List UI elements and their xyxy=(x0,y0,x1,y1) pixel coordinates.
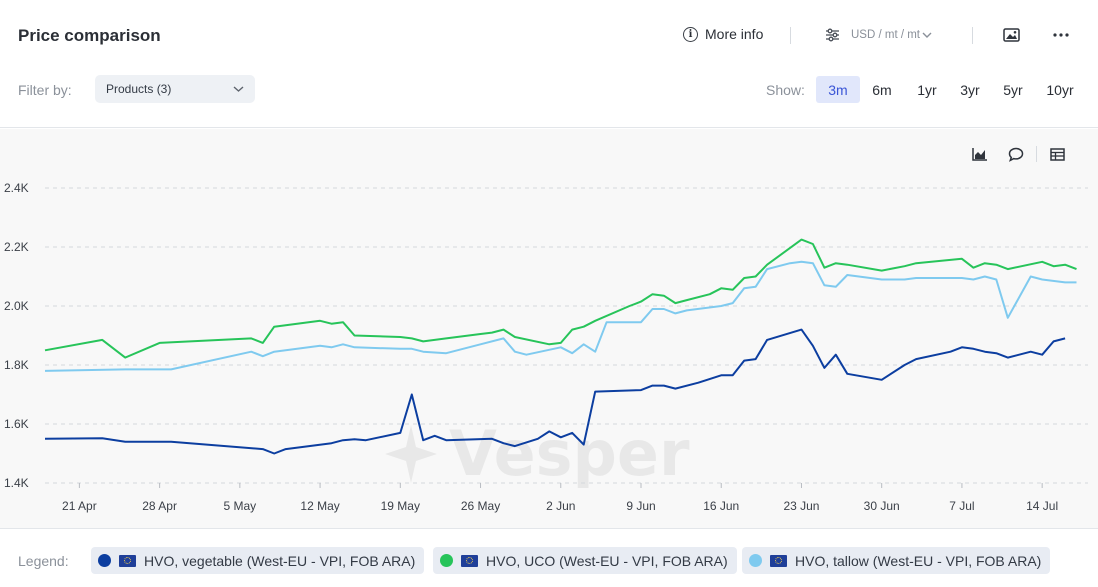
area-chart-icon xyxy=(972,148,987,161)
legend-item-label: HVO, vegetable (West-EU - VPI, FOB ARA) xyxy=(144,552,416,569)
series-color-dot xyxy=(98,554,111,567)
sliders-icon xyxy=(826,28,839,42)
products-filter-dropdown[interactable]: Products (3) xyxy=(95,75,255,103)
legend-item-hvo-uco[interactable]: HVO, UCO (West-EU - VPI, FOB ARA) xyxy=(433,547,737,574)
x-tick-label: 23 Jun xyxy=(783,499,819,513)
more-horizontal-icon xyxy=(1053,33,1069,37)
more-info-label: More info xyxy=(705,26,764,42)
x-tick-label: 21 Apr xyxy=(62,499,97,513)
divider xyxy=(1036,146,1037,162)
chart-header: Price comparison i More info USD / mt / … xyxy=(0,0,1098,128)
y-tick-label: 2.4K xyxy=(4,181,29,195)
series-line-hvo-uco xyxy=(44,238,1077,359)
range-3m-button[interactable]: 3m xyxy=(816,76,860,103)
y-tick-label: 2.0K xyxy=(4,299,29,313)
legend-label: Legend: xyxy=(18,553,69,569)
x-tick-label: 28 Apr xyxy=(142,499,177,513)
eu-flag-icon xyxy=(461,554,478,567)
series-line-hvo-vegetable xyxy=(44,328,1066,455)
units-selector[interactable]: USD / mt / mt xyxy=(825,28,932,42)
x-tick-label: 12 May xyxy=(300,499,339,513)
export-image-button[interactable] xyxy=(1000,25,1022,45)
price-line-chart: 1.4K 1.6K 1.8K 2.0K 2.2K 2.4K 21 Apr 28 Apr 5 Ma… xyxy=(4,181,1088,513)
divider xyxy=(790,27,791,44)
x-tick-label: 5 May xyxy=(224,499,257,513)
units-label: USD / mt / mt xyxy=(851,29,920,41)
image-icon xyxy=(1002,28,1020,42)
eu-flag-icon xyxy=(770,554,787,567)
x-tick-label: 26 May xyxy=(461,499,500,513)
legend-item-label: HVO, tallow (West-EU - VPI, FOB ARA) xyxy=(795,552,1042,569)
series-color-dot xyxy=(749,554,762,567)
divider xyxy=(972,27,973,44)
y-tick-label: 2.2K xyxy=(4,240,29,254)
y-tick-label: 1.4K xyxy=(4,476,29,490)
info-icon: i xyxy=(683,26,698,42)
filter-label: Filter by: xyxy=(18,82,72,98)
page-title: Price comparison xyxy=(18,26,161,45)
y-tick-label: 1.8K xyxy=(4,358,29,372)
x-tick-label: 9 Jun xyxy=(626,499,655,513)
range-10yr-button[interactable]: 10yr xyxy=(1046,81,1074,98)
x-tick-label: 14 Jul xyxy=(1026,499,1058,513)
chart-area: Vesper 1.4K 1.6K 1.8K 2.0K 2.2K 2.4K 21 Apr 28 … xyxy=(0,129,1098,528)
chevron-down-icon xyxy=(233,86,244,92)
more-info-button[interactable]: i More info xyxy=(683,26,763,42)
x-tick-label: 16 Jun xyxy=(703,499,739,513)
series-line-hvo-tallow xyxy=(44,260,1077,372)
legend-item-hvo-tallow[interactable]: HVO, tallow (West-EU - VPI, FOB ARA) xyxy=(742,547,1051,574)
table-view-button[interactable] xyxy=(1047,145,1067,163)
range-6m-button[interactable]: 6m xyxy=(872,81,892,98)
chevron-down-icon xyxy=(922,32,932,38)
range-3yr-button[interactable]: 3yr xyxy=(960,81,980,98)
x-tick-label: 30 Jun xyxy=(864,499,900,513)
legend-item-hvo-vegetable[interactable]: HVO, vegetable (West-EU - VPI, FOB ARA) xyxy=(91,547,425,574)
x-tick-label: 7 Jul xyxy=(949,499,974,513)
more-options-button[interactable] xyxy=(1050,25,1072,45)
legend-bar: Legend: HVO, vegetable (West-EU - VPI, F… xyxy=(0,528,1098,587)
table-icon xyxy=(1049,147,1065,161)
x-tick-label: 19 May xyxy=(381,499,420,513)
comment-icon xyxy=(1008,147,1024,162)
eu-flag-icon xyxy=(119,554,136,567)
products-filter-value: Products (3) xyxy=(106,82,172,96)
comments-button[interactable] xyxy=(1006,145,1026,163)
show-label: Show: xyxy=(766,82,805,98)
chart-type-button[interactable] xyxy=(970,145,990,163)
series-color-dot xyxy=(440,554,453,567)
range-5yr-button[interactable]: 5yr xyxy=(1003,81,1023,98)
legend-item-label: HVO, UCO (West-EU - VPI, FOB ARA) xyxy=(486,552,728,569)
range-1yr-button[interactable]: 1yr xyxy=(917,81,937,98)
y-tick-label: 1.6K xyxy=(4,417,29,431)
x-tick-label: 2 Jun xyxy=(546,499,575,513)
